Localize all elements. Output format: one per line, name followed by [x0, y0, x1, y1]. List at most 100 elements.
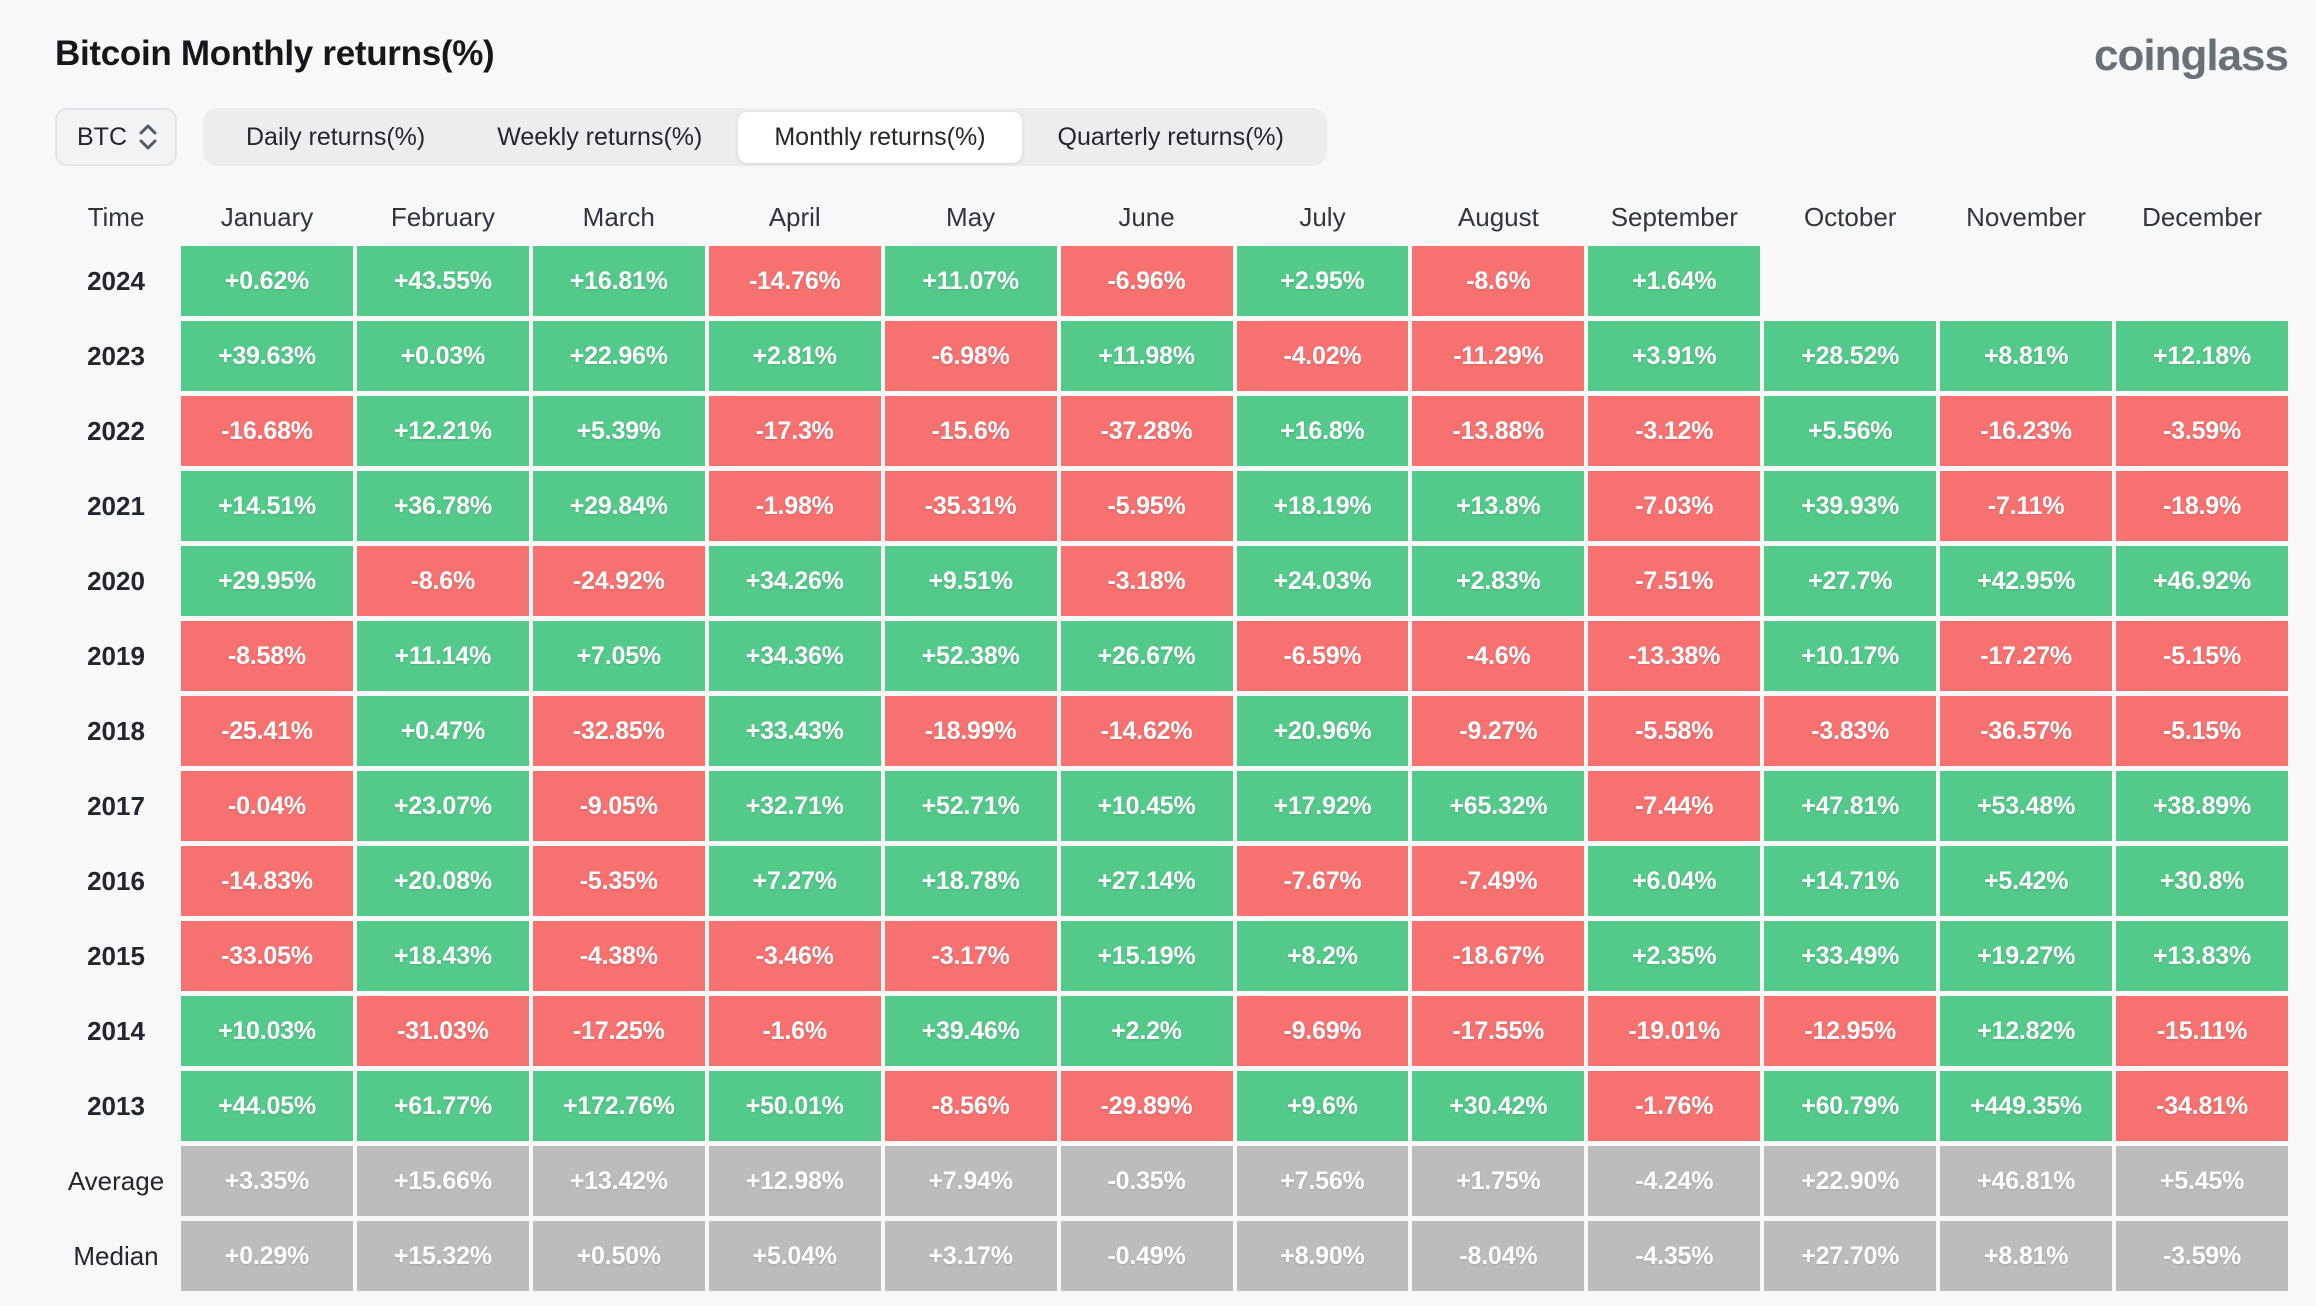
return-cell: -3.17%: [884, 921, 1057, 991]
return-cell: +33.43%: [708, 696, 881, 766]
empty-cell: [1764, 246, 1936, 316]
return-cell: -4.02%: [1236, 321, 1409, 391]
return-cell: -8.56%: [884, 1071, 1057, 1141]
column-header-april: April: [768, 201, 821, 232]
heatmap-row-2013: 2013 +44.05% +61.77% +172.76% +50.01% -8.56% -…: [55, 1071, 2288, 1141]
return-cell: +0.47%: [356, 696, 529, 766]
return-cell: +15.19%: [1060, 921, 1233, 991]
return-cell: -9.69%: [1236, 996, 1409, 1066]
heatmap-row-2020: 2020 +29.95% -8.6% -24.92% +34.26% +9.51% -3.1…: [55, 546, 2288, 616]
tab-daily-returns[interactable]: Daily returns(%): [210, 112, 461, 163]
return-cell: -8.6%: [356, 546, 529, 616]
return-cell: -13.88%: [1412, 396, 1585, 466]
return-cell: -17.25%: [532, 996, 705, 1066]
return-cell: +42.95%: [1940, 546, 2113, 616]
return-cell: -7.03%: [1588, 471, 1761, 541]
return-cell: +10.03%: [181, 996, 353, 1066]
return-cell: -5.58%: [1588, 696, 1761, 766]
up-down-chevron-icon: [137, 121, 159, 153]
return-cell: +10.17%: [1764, 621, 1937, 691]
row-label-average: Average: [67, 1165, 165, 1196]
return-cell: -36.57%: [1940, 696, 2113, 766]
return-cell: -7.67%: [1236, 846, 1409, 916]
return-cell: -12.95%: [1764, 996, 1937, 1066]
coinglass-logo: coinglass: [2094, 31, 2289, 80]
return-cell: -5.15%: [2116, 696, 2288, 766]
return-cell: +12.18%: [2116, 321, 2288, 391]
return-cell: +9.51%: [884, 546, 1057, 616]
summary-cell: +15.32%: [356, 1221, 529, 1291]
return-cell: -1.98%: [708, 471, 881, 541]
row-label-2013: 2013: [87, 1090, 145, 1121]
return-cell: -4.38%: [532, 921, 705, 991]
row-label-2020: 2020: [87, 565, 145, 596]
return-cell: +8.81%: [1940, 321, 2113, 391]
summary-cell: +8.81%: [1940, 1221, 2113, 1291]
return-cell: -14.62%: [1060, 696, 1233, 766]
return-cell: +60.79%: [1764, 1071, 1937, 1141]
return-cell: -7.51%: [1588, 546, 1761, 616]
return-cell: -1.76%: [1588, 1071, 1761, 1141]
summary-cell: -3.59%: [2116, 1221, 2288, 1291]
return-cell: +39.93%: [1764, 471, 1937, 541]
row-label-2017: 2017: [87, 790, 145, 821]
return-cell: +12.82%: [1940, 996, 2113, 1066]
return-cell: +16.81%: [532, 246, 705, 316]
return-cell: -29.89%: [1060, 1071, 1233, 1141]
column-header-october: October: [1803, 201, 1897, 232]
return-cell: -17.55%: [1412, 996, 1585, 1066]
return-cell: +2.35%: [1588, 921, 1761, 991]
tab-quarterly-returns[interactable]: Quarterly returns(%): [1022, 112, 1320, 163]
tab-monthly-returns[interactable]: Monthly returns(%): [738, 111, 1022, 163]
column-header-september: September: [1610, 201, 1738, 232]
row-label-2014: 2014: [87, 1015, 145, 1046]
return-cell: -1.6%: [708, 996, 881, 1066]
return-cell: -15.6%: [884, 396, 1057, 466]
return-cell: +20.08%: [356, 846, 529, 916]
return-cell: +34.26%: [708, 546, 881, 616]
return-cell: +9.6%: [1236, 1071, 1409, 1141]
summary-cell: +0.29%: [181, 1221, 353, 1291]
heatmap-row-median: Median +0.29% +15.32% +0.50% +5.04% +3.17% -0.…: [55, 1221, 2288, 1291]
return-cell: +11.07%: [884, 246, 1057, 316]
return-cell: +7.05%: [532, 621, 705, 691]
summary-cell: +27.70%: [1764, 1221, 1937, 1291]
return-cell: +65.32%: [1412, 771, 1585, 841]
summary-cell: +8.90%: [1236, 1221, 1409, 1291]
return-cell: +38.89%: [2116, 771, 2288, 841]
return-cell: +19.27%: [1940, 921, 2113, 991]
heatmap-body: 2024 +0.62% +43.55% +16.81% -14.76% +11.07% -6…: [55, 246, 2288, 1291]
return-cell: +52.38%: [884, 621, 1057, 691]
return-cell: -31.03%: [356, 996, 529, 1066]
return-cell: -33.05%: [181, 921, 353, 991]
heatmap-row-2019: 2019 -8.58% +11.14% +7.05% +34.36% +52.38% +26…: [55, 621, 2288, 691]
return-cell: +1.64%: [1588, 246, 1761, 316]
return-cell: +13.83%: [2116, 921, 2288, 991]
row-label-2023: 2023: [87, 340, 145, 371]
summary-cell: +3.17%: [884, 1221, 1057, 1291]
return-cell: -32.85%: [532, 696, 705, 766]
summary-cell: +1.75%: [1412, 1146, 1585, 1216]
summary-cell: -4.24%: [1588, 1146, 1761, 1216]
return-cell: -18.9%: [2116, 471, 2288, 541]
return-cell: +18.78%: [884, 846, 1057, 916]
tab-weekly-returns[interactable]: Weekly returns(%): [461, 112, 738, 163]
return-cell: +26.67%: [1060, 621, 1233, 691]
column-header-february: February: [390, 201, 495, 232]
return-cell: +30.8%: [2116, 846, 2288, 916]
return-cell: +24.03%: [1236, 546, 1409, 616]
heatmap-row-2021: 2021 +14.51% +36.78% +29.84% -1.98% -35.31% -5…: [55, 471, 2288, 541]
return-cell: +29.84%: [532, 471, 705, 541]
return-cell: -19.01%: [1588, 996, 1761, 1066]
return-cell: +32.71%: [708, 771, 881, 841]
coin-selector[interactable]: BTC: [55, 108, 177, 166]
row-label-2019: 2019: [87, 640, 145, 671]
row-label-2015: 2015: [87, 940, 145, 971]
return-cell: +5.42%: [1940, 846, 2113, 916]
return-cell: -6.98%: [884, 321, 1057, 391]
heatmap-row-2014: 2014 +10.03% -31.03% -17.25% -1.6% +39.46% +2.…: [55, 996, 2288, 1066]
return-cell: +20.96%: [1236, 696, 1409, 766]
return-cell: -16.68%: [181, 396, 353, 466]
return-cell: -4.6%: [1412, 621, 1585, 691]
return-cell: +43.55%: [356, 246, 529, 316]
